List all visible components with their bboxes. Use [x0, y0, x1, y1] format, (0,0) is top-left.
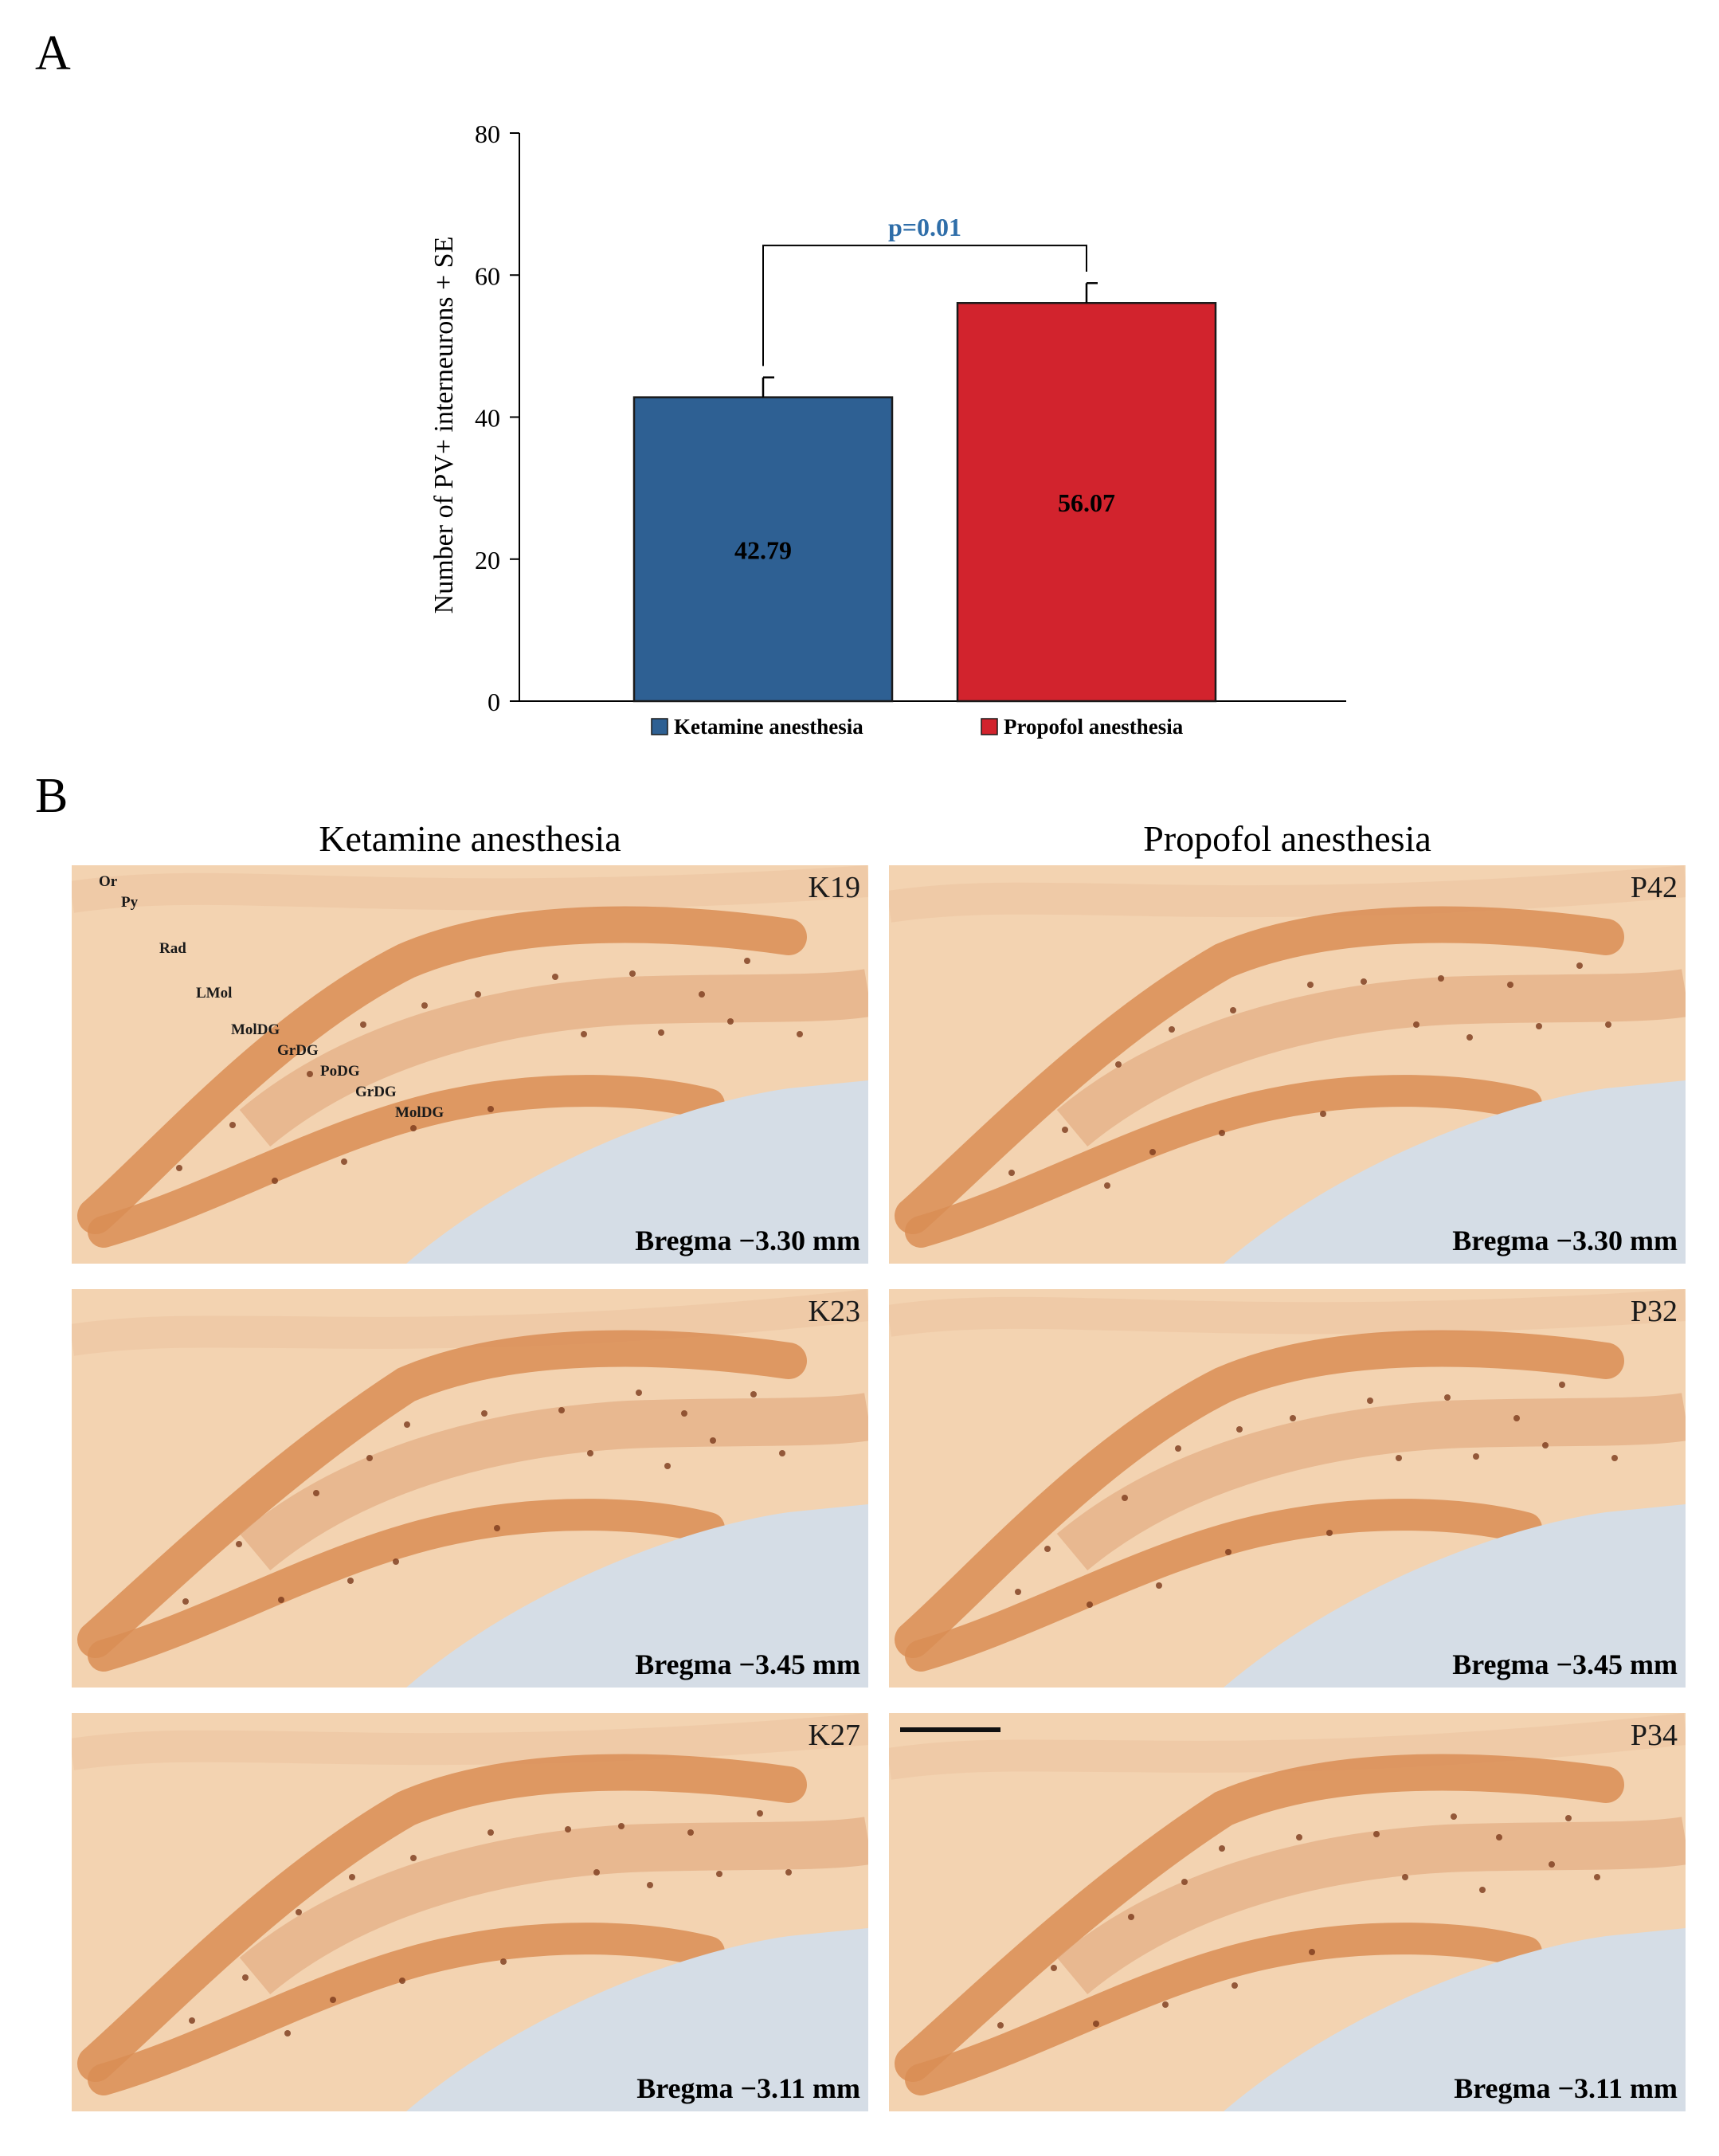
micrograph-k23: K23 Bregma −3.45 mm [72, 1289, 868, 1688]
tissue-illustration [72, 1713, 868, 2111]
significance-bracket [762, 245, 1087, 367]
panel-a-label: A [35, 26, 71, 80]
micrograph-p42: P42 Bregma −3.30 mm [889, 865, 1686, 1264]
bregma-label: Bregma −3.45 mm [635, 1648, 860, 1680]
panel-b-label: B [35, 769, 69, 823]
micrograph-id-label: P42 [1630, 871, 1678, 904]
bar [632, 396, 894, 703]
bar-value-label: 42.79 [734, 535, 792, 564]
layer-label: MolDG [231, 1021, 280, 1038]
bregma-label: Bregma −3.11 mm [636, 2072, 860, 2104]
micrograph-id-label: P34 [1630, 1719, 1678, 1752]
layer-label: MolDG [395, 1104, 444, 1121]
layer-label: PoDG [320, 1063, 360, 1080]
bregma-label: Bregma −3.30 mm [635, 1225, 860, 1256]
micrograph-k27: K27 Bregma −3.11 mm [72, 1713, 868, 2111]
layer-label: GrDG [355, 1084, 397, 1100]
p-value-annotation: p=0.01 [888, 213, 961, 241]
layer-label: Rad [159, 940, 186, 957]
tissue-illustration [889, 865, 1686, 1264]
micrograph-id-label: K19 [808, 871, 860, 904]
micrograph-p32: P32 Bregma −3.45 mm [889, 1289, 1686, 1688]
y-tick-label: 0 [488, 688, 500, 716]
bar-chart: 0 20 40 60 80 Number of PV+ interneurons + SE… [429, 120, 1346, 739]
y-axis-label: Number of PV+ interneurons + SE [429, 237, 459, 614]
scale-bar [900, 1727, 1000, 1732]
y-tick-label: 80 [475, 120, 500, 148]
y-tick-label: 60 [475, 261, 500, 290]
layer-label: LMol [196, 985, 233, 1002]
micrograph-id-label: P32 [1630, 1295, 1678, 1328]
bar-value-label: 56.07 [1058, 488, 1115, 517]
y-tick-label: 20 [475, 546, 500, 574]
layer-label: Or [99, 873, 118, 890]
bregma-label: Bregma −3.11 mm [1454, 2072, 1678, 2104]
micrograph-id-label: K27 [808, 1719, 860, 1752]
legend-label: Ketamine anesthesia [674, 715, 863, 739]
micrograph-id-label: K23 [808, 1295, 860, 1328]
tissue-illustration [889, 1713, 1686, 2111]
bregma-label: Bregma −3.30 mm [1452, 1225, 1678, 1256]
tissue-illustration [889, 1289, 1686, 1688]
micrograph-k19: K19 Bregma −3.30 mm Or Py Rad LMol MolDG GrDG Po… [72, 865, 868, 1264]
bregma-label: Bregma −3.45 mm [1452, 1648, 1678, 1680]
layer-label: Py [121, 894, 139, 911]
layer-label: GrDG [277, 1042, 319, 1059]
bar [956, 302, 1217, 703]
micrograph-p34: P34 Bregma −3.11 mm [889, 1713, 1686, 2111]
ketamine-column-title: Ketamine anesthesia [319, 818, 621, 859]
legend-swatch [981, 718, 998, 735]
tissue-illustration [72, 1289, 868, 1688]
propofol-column-title: Propofol anesthesia [1143, 818, 1431, 859]
legend-swatch [651, 718, 668, 735]
y-tick-label: 40 [475, 404, 500, 433]
legend-label: Propofol anesthesia [1004, 715, 1184, 739]
tissue-illustration [72, 865, 868, 1264]
